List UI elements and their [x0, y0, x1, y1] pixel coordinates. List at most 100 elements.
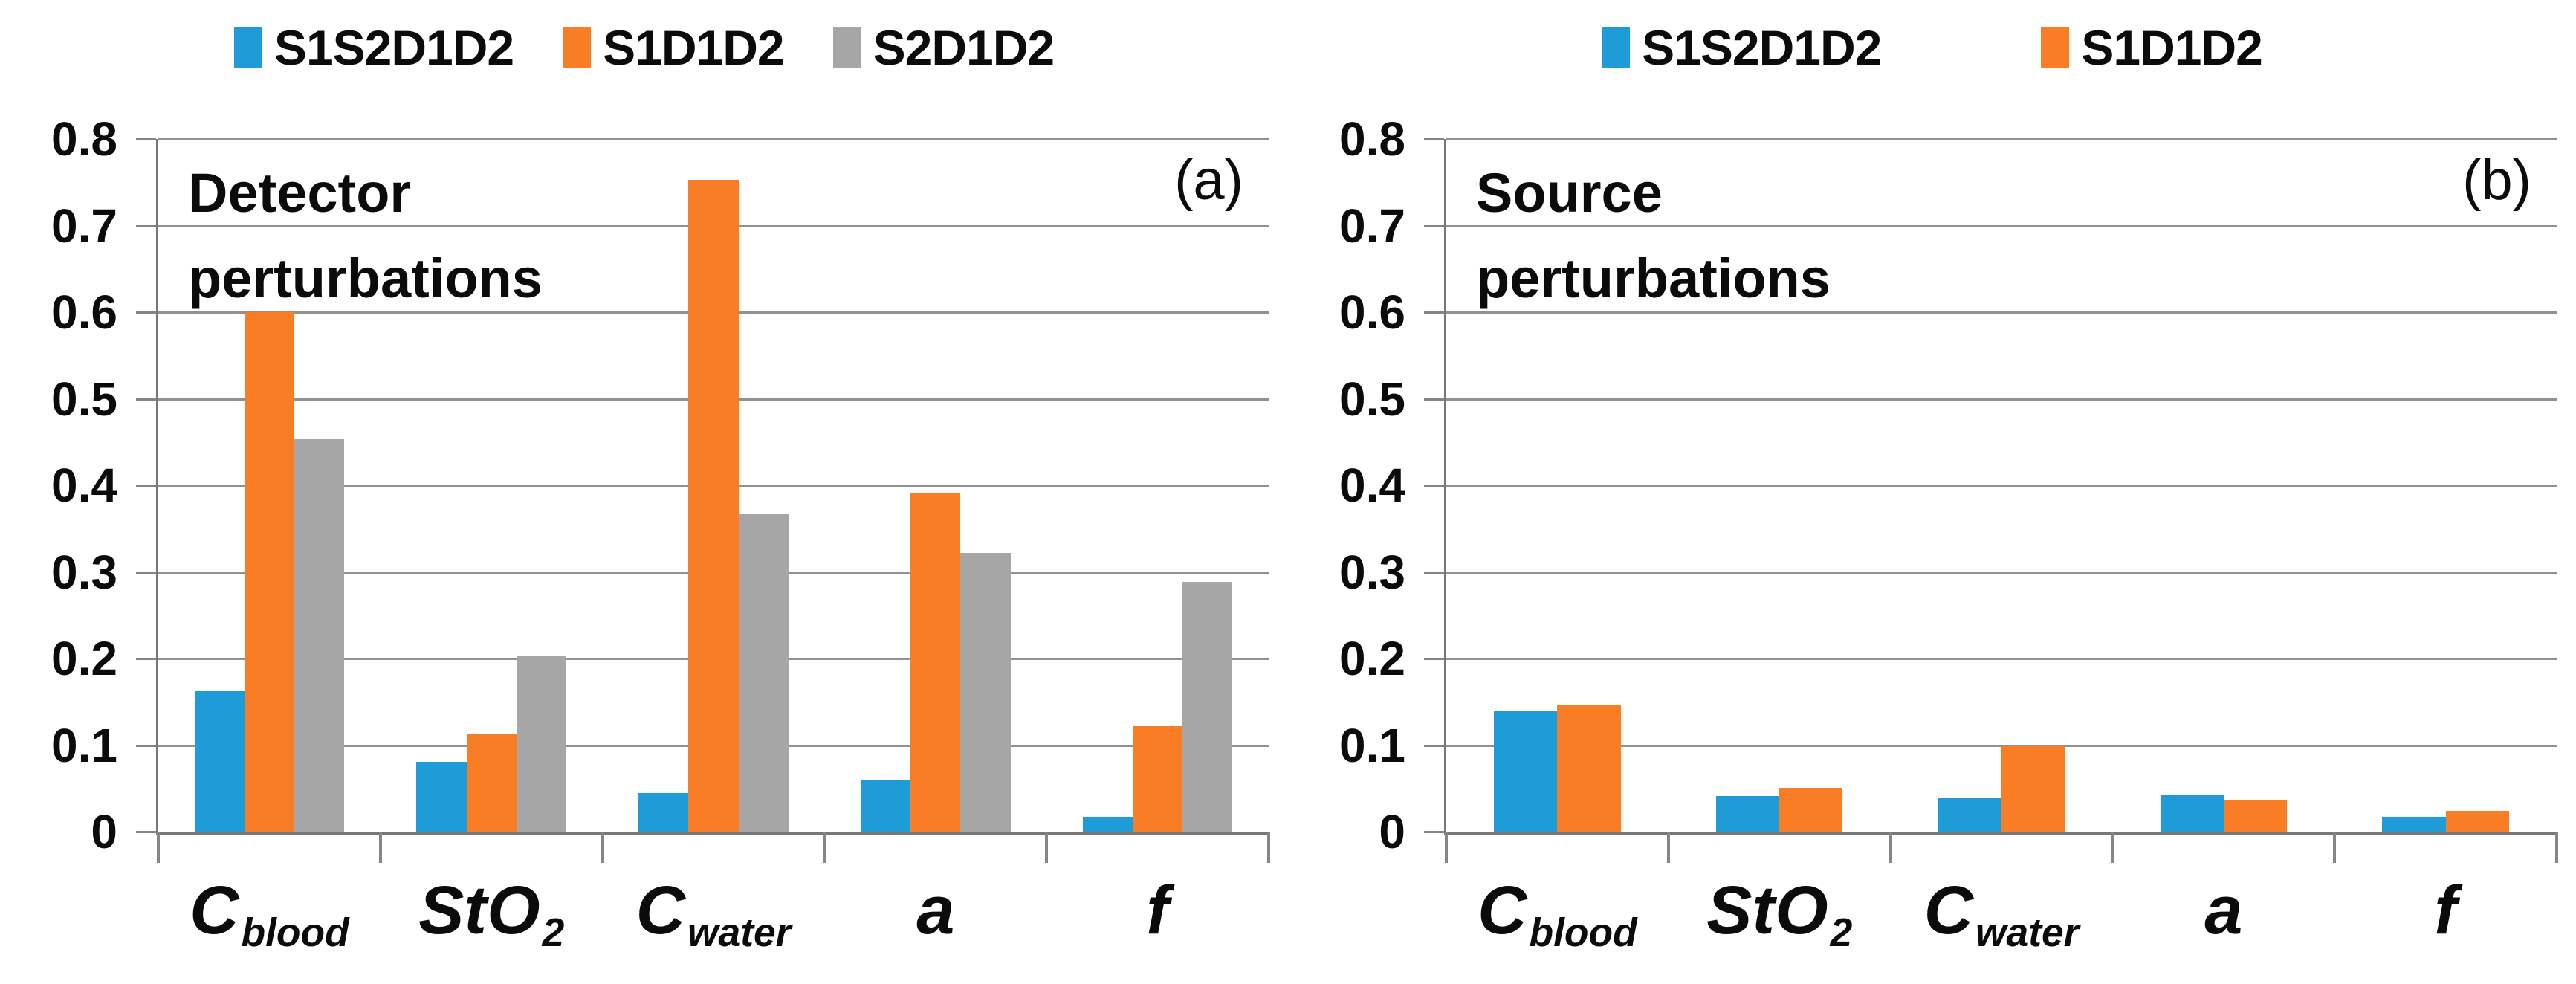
y-axis-tick-mark [1424, 658, 1444, 660]
y-axis-tick-label: 0.6 [1339, 285, 1405, 339]
y-axis-tick-label: 0.7 [51, 198, 117, 253]
bar-s1s2d1d2-cwater [1938, 797, 2001, 832]
x-category-label-subscript: blood [241, 911, 349, 956]
bar-group-cwater [603, 139, 825, 832]
x-category-label: Cblood [1478, 876, 1637, 953]
plot-area: Source perturbations (b) 0.8 0.7 0.6 0.5 0.4… [1339, 115, 2558, 953]
x-category-label: Cblood [190, 876, 349, 953]
x-category-label-main: C [1478, 873, 1527, 948]
legend-label: S1D1D2 [2081, 20, 2262, 75]
y-axis-tick-mark [1424, 224, 1444, 227]
bar-s1s2d1d2-cblood [194, 691, 245, 832]
x-category-label-main: a [2204, 873, 2243, 948]
x-axis-tick-mark [823, 832, 826, 863]
y-axis-tick-mark [136, 485, 156, 487]
x-axis-tick-mark [2555, 832, 2558, 863]
legend-item: S1D1D2 [2041, 19, 2263, 76]
x-category-label: StO2 [418, 876, 564, 953]
x-axis-tick-mark [601, 832, 604, 863]
y-axis-tick-mark [136, 311, 156, 314]
x-category-label: Cwater [636, 876, 792, 953]
bar-s1d1d2-sto2 [1779, 787, 1843, 832]
panel-title: Detector perturbations [188, 162, 543, 309]
bar-group-f [2334, 139, 2557, 832]
x-axis-tick-mark [1045, 832, 1049, 863]
x-category-label: f [1146, 876, 1169, 945]
gridline [1446, 485, 2557, 487]
panel-detector-perturbations: S1S2D1D2 S1D1D2 S2D1D2 Detector perturbati… [51, 19, 1270, 953]
y-axis-tick-mark [136, 658, 156, 660]
y-axis-tick-label: 0.7 [1339, 198, 1405, 253]
y-axis-tick-mark [1424, 398, 1444, 401]
bar-group-a [824, 139, 1046, 832]
bar-s2d1d2-f [1182, 582, 1233, 832]
y-axis-tick-label: 0.8 [1339, 112, 1405, 166]
legend-item: S1S2D1D2 [1602, 19, 1882, 76]
panel-letter: (a) [1174, 149, 1243, 212]
x-category-label-main: C [1923, 873, 1974, 948]
y-axis-tick-label: 0.2 [1339, 632, 1405, 685]
gridline [1446, 658, 2557, 660]
bar-s1d1d2-cblood [244, 312, 294, 832]
panel-title: Source perturbations [1476, 162, 1831, 309]
panel-source-perturbations: S1S2D1D2 S1D1D2 Source perturbations (b) … [1288, 0, 2576, 984]
bar-s2d1d2-a [960, 552, 1011, 832]
x-category-label-main: C [190, 873, 239, 948]
x-axis-tick-mark [2333, 832, 2337, 863]
y-axis-tick-label: 0.3 [51, 545, 117, 599]
y-axis-tick-mark [1424, 311, 1444, 314]
x-category-label-subscript: water [687, 911, 792, 956]
y-axis-tick-mark [136, 398, 156, 401]
legend-swatch-s1d1d2 [2041, 27, 2070, 68]
bar-s1s2d1d2-a [860, 780, 911, 832]
gridline [1446, 224, 2557, 227]
y-axis-tick-label: 0.4 [1339, 459, 1405, 512]
legend-item: S2D1D2 [832, 19, 1055, 76]
x-axis-tick-mark [1445, 832, 1448, 863]
gridline [1446, 311, 2557, 314]
x-category-label: Cwater [1924, 876, 2080, 953]
y-axis-tick-mark [136, 224, 156, 227]
bar-s1d1d2-f [2445, 811, 2509, 832]
y-axis-tick-label: 0.5 [1339, 372, 1405, 426]
bar-s1d1d2-sto2 [466, 734, 517, 832]
x-axis-tick-mark [1666, 832, 1670, 863]
bar-s1s2d1d2-f [2382, 817, 2446, 832]
legend-swatch-s1d1d2 [563, 27, 592, 68]
legend-item: S1D1D2 [563, 19, 785, 76]
y-axis-tick-label: 0 [1379, 805, 1405, 858]
y-axis-tick-label: 0.5 [51, 372, 117, 426]
bar-group-cblood [1446, 139, 1669, 832]
bar-group-cwater [1891, 139, 2113, 832]
bar-s1s2d1d2-cwater [638, 792, 689, 832]
bar-s1s2d1d2-cblood [1494, 711, 1558, 832]
bar-s1s2d1d2-sto2 [1716, 796, 1780, 832]
plot-area: Detector perturbations (a) 0.8 0.7 0.6 0.5 0… [51, 115, 1270, 953]
y-axis-tick-label: 0.2 [51, 632, 117, 685]
legend-swatch-s1s2d1d2 [233, 27, 262, 68]
panel-letter: (b) [2462, 149, 2531, 212]
bar-s1d1d2-a [2223, 800, 2287, 832]
legend-swatch-s2d1d2 [832, 27, 861, 68]
y-axis-tick-label: 0.6 [51, 285, 117, 339]
x-category-label-main: f [2434, 873, 2457, 948]
gridline [1446, 571, 2557, 574]
bar-group-a [2112, 139, 2334, 832]
bar-s2d1d2-cwater [738, 514, 789, 832]
bar-group-f [1046, 139, 1269, 832]
x-category-label-main: C [635, 873, 686, 948]
y-axis-tick-label: 0.8 [51, 112, 117, 166]
bar-s2d1d2-sto2 [516, 656, 567, 832]
y-axis-tick-mark [136, 138, 156, 140]
y-axis-tick-mark [1424, 485, 1444, 487]
x-axis-tick-mark [2111, 832, 2114, 863]
legend-label: S1S2D1D2 [1642, 20, 1882, 75]
y-axis-tick-mark [136, 831, 156, 833]
legend-item: S1S2D1D2 [233, 19, 514, 76]
y-axis-tick-label: 0.1 [51, 718, 117, 772]
x-category-label: f [2434, 876, 2457, 945]
y-axis-tick-mark [136, 744, 156, 747]
gridline [1446, 744, 2557, 747]
gridline [1446, 138, 2557, 140]
